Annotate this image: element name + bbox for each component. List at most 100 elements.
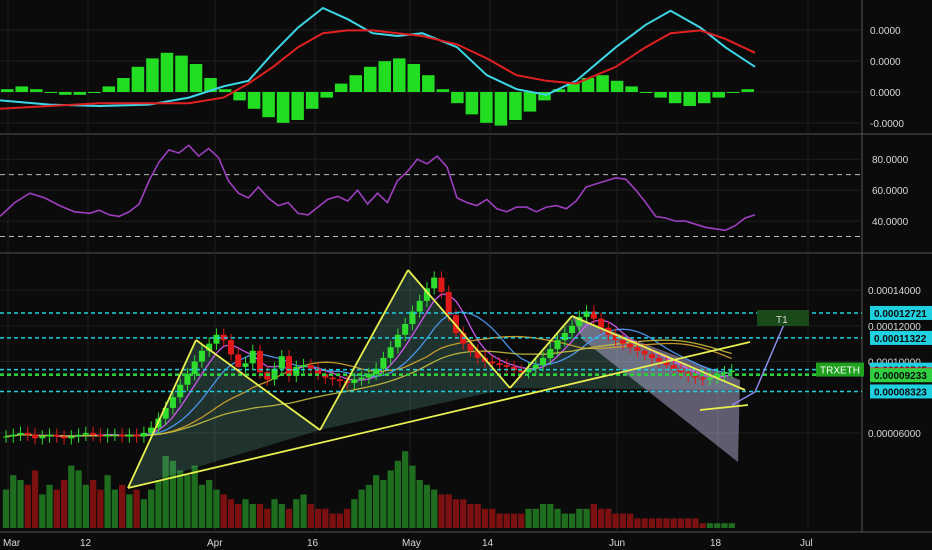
x-tick-label: Jul (800, 538, 813, 549)
volume-bar (285, 508, 293, 528)
volume-bar (235, 504, 242, 528)
price-level-tag-text: 0.00008323 (874, 387, 927, 398)
candle-body (242, 363, 249, 367)
macd-histogram-bar (393, 58, 406, 92)
candle-body (97, 434, 104, 437)
macd-histogram-bar (131, 66, 145, 92)
macd-histogram-bar (741, 89, 754, 92)
macd-histogram-bar (305, 92, 319, 109)
candle-body (721, 372, 728, 375)
candle-body (119, 434, 126, 437)
macd-y-tick: -0.0000 (870, 119, 904, 130)
volume-bar (525, 508, 532, 528)
volume-bar (503, 513, 510, 528)
candle-body (10, 434, 17, 437)
trend-line (127, 339, 197, 489)
candle-body (576, 316, 583, 326)
rsi-y-tick: 60.0000 (872, 186, 909, 197)
volume-bar (423, 484, 431, 528)
volume-bar (351, 499, 358, 528)
candle-body (329, 377, 336, 380)
trend-line (127, 341, 751, 489)
price-y-tick: 0.00014000 (868, 286, 921, 297)
price-level-tag (870, 305, 932, 320)
volume-bar (336, 513, 343, 528)
candle-body (728, 370, 735, 373)
candle-body (61, 436, 68, 439)
macd-histogram-bar (15, 86, 29, 92)
candle-body (518, 370, 525, 373)
candle-body (699, 377, 706, 380)
volume-bar (648, 518, 656, 528)
macd-histogram-bar (407, 64, 421, 92)
x-tick-label: 18 (710, 538, 722, 549)
candle-body (648, 354, 655, 358)
volume-bar (496, 513, 503, 528)
candle-body (540, 357, 547, 366)
volume-bar (634, 518, 641, 528)
volume-bar (140, 499, 148, 528)
macd-histogram-bar (160, 52, 174, 92)
volume-bar (162, 456, 169, 528)
candle-body (278, 356, 285, 369)
volume-bar (264, 508, 271, 528)
macd-histogram-bar (59, 92, 72, 95)
volume-bar (692, 518, 699, 528)
macd-histogram-bar (73, 92, 87, 95)
volume-bar (227, 499, 235, 528)
macd-histogram-bar (44, 92, 58, 93)
candle-body (249, 350, 256, 364)
candle-body (510, 366, 518, 371)
candle-body (423, 288, 430, 301)
candle-body (627, 343, 634, 348)
trend-line (509, 315, 573, 389)
macd-histogram-bar (480, 92, 493, 123)
rsi-y-tick: 40.0000 (872, 217, 909, 228)
volume-bar (155, 480, 162, 528)
macd-histogram-bar (291, 92, 304, 120)
candle-body (438, 277, 445, 292)
macd-histogram-bar (596, 75, 609, 92)
candle-body (256, 350, 264, 373)
macd-y-tick: 0.0000 (870, 88, 901, 99)
candle-body (111, 434, 118, 436)
macd-histogram-bar (1, 89, 14, 92)
candle-body (53, 434, 60, 437)
volume-bar (82, 484, 89, 528)
candle-body (307, 365, 314, 369)
volume-bar (373, 475, 380, 528)
volume-bar (358, 489, 365, 528)
volume-bar (17, 480, 24, 528)
candle-body (387, 347, 394, 358)
volume-bar (118, 484, 126, 528)
candle-body (590, 311, 597, 319)
macd-histogram-bar (378, 61, 392, 92)
candle-body (140, 432, 147, 437)
volume-bar (24, 484, 31, 528)
volume-bar (300, 494, 307, 528)
volume-bar (198, 484, 206, 528)
volume-bar (213, 489, 220, 528)
volume-bar (394, 460, 402, 528)
volume-bar (460, 499, 467, 528)
volume-bar (2, 489, 10, 528)
volume-bar (431, 489, 438, 528)
volume-bar (169, 460, 177, 528)
volume-bar (31, 470, 39, 528)
volume-bar (597, 508, 605, 528)
macd-histogram-bar (30, 89, 43, 92)
candle-body (394, 334, 401, 348)
volume-bar (656, 518, 663, 528)
macd-y-tick: 0.0000 (870, 57, 901, 68)
volume-bar (75, 470, 82, 528)
volume-bar (387, 470, 394, 528)
candle-body (677, 368, 684, 373)
candle-body (68, 436, 75, 439)
macd-histogram-bar (247, 92, 261, 109)
macd-histogram-bar (625, 86, 638, 92)
macd-histogram-bar (567, 83, 580, 92)
rsi-line (0, 144, 756, 232)
candle-body (402, 324, 409, 335)
channel-shade (572, 316, 740, 462)
